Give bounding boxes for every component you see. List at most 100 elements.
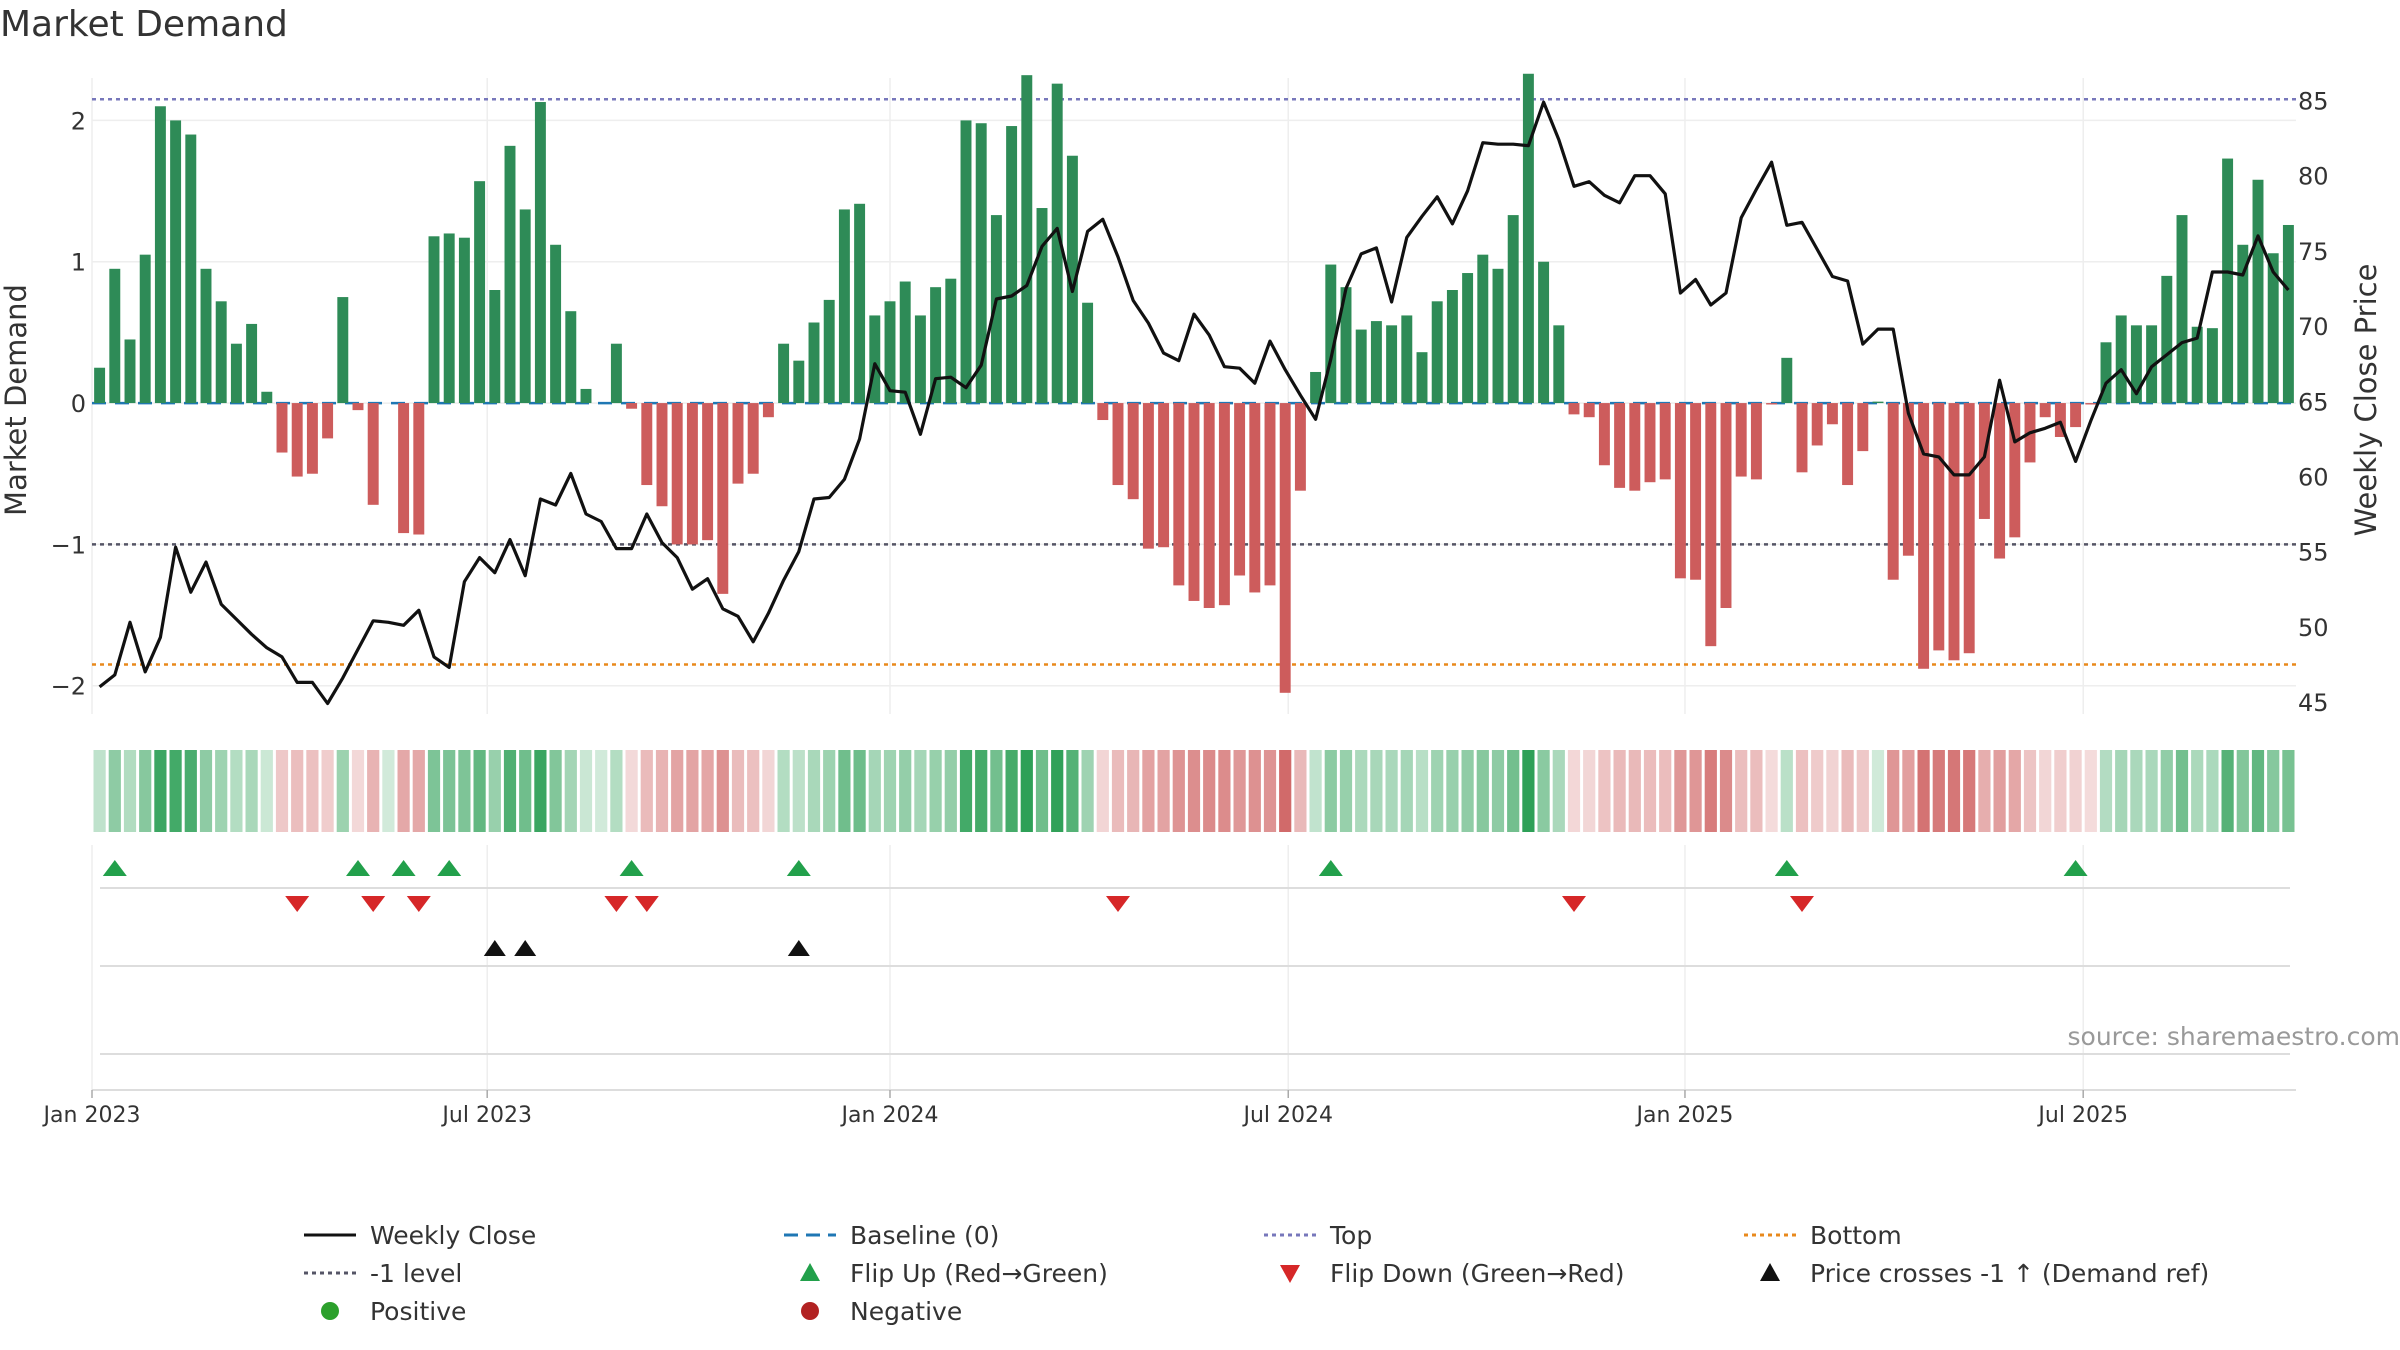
circle-icon xyxy=(801,1302,819,1320)
demand-bar xyxy=(2282,224,2294,404)
dotted-line-swatch-icon xyxy=(1264,1233,1316,1237)
heat-cell xyxy=(336,750,349,832)
circle-icon xyxy=(321,1302,339,1320)
demand-bar xyxy=(899,281,911,404)
demand-bar xyxy=(1446,290,1458,404)
demand-bar xyxy=(1826,403,1838,425)
demand-bar xyxy=(2206,328,2218,404)
chart-title: Market Demand xyxy=(0,4,288,45)
demand-bar xyxy=(1492,268,1504,404)
heat-cell xyxy=(2069,750,2082,832)
heat-cell xyxy=(1613,750,1626,832)
y-tick-right: 65 xyxy=(2298,388,2329,416)
triangle-up-icon xyxy=(1760,1263,1780,1281)
legend-minus1: -1 level xyxy=(300,1254,462,1292)
demand-bar xyxy=(1294,403,1306,491)
demand-bar xyxy=(884,301,896,404)
flip-up-marker xyxy=(1774,860,1799,876)
legend-negative: Negative xyxy=(780,1292,962,1330)
heat-cell xyxy=(2099,750,2113,832)
demand-bar xyxy=(686,403,698,545)
heat-cell xyxy=(2175,750,2189,832)
demand-bar xyxy=(1933,403,1945,651)
demand-bar xyxy=(732,403,744,484)
heat-cell xyxy=(807,750,821,832)
heat-cell xyxy=(169,750,182,832)
x-tick-label: Jan 2023 xyxy=(42,1103,141,1128)
demand-bar xyxy=(2085,403,2097,405)
demand-bar xyxy=(1112,403,1124,486)
demand-bar xyxy=(1766,403,1778,405)
demand-bar xyxy=(534,102,546,404)
heat-cell xyxy=(291,750,304,832)
y-tick-right: 85 xyxy=(2298,88,2329,116)
heat-cell xyxy=(503,750,517,832)
heat-cell xyxy=(1051,750,1064,832)
demand-bar xyxy=(671,403,683,545)
demand-bar xyxy=(1158,403,1170,548)
demand-bar xyxy=(291,403,303,477)
heat-cell xyxy=(2115,750,2128,832)
demand-bar xyxy=(1705,403,1717,647)
demand-bar xyxy=(1249,403,1261,593)
demand-bar xyxy=(1994,403,2006,559)
demand-bar xyxy=(1629,403,1641,491)
heat-cell xyxy=(1339,750,1353,832)
heat-cell xyxy=(443,750,456,832)
demand-bar xyxy=(1538,261,1550,404)
triangle-down-icon xyxy=(1280,1265,1300,1283)
demand-bar xyxy=(1188,403,1200,601)
heat-cell xyxy=(2084,750,2097,832)
demand-bar xyxy=(1066,155,1078,404)
demand-bar xyxy=(1553,325,1565,404)
heat-cell xyxy=(108,750,121,832)
heat-cell xyxy=(230,750,243,832)
demand-bar xyxy=(1811,403,1823,446)
heat-cell xyxy=(184,750,197,832)
legend-label: Weekly Close xyxy=(370,1220,537,1250)
heat-cell xyxy=(1871,750,1885,832)
heat-cell xyxy=(838,750,851,832)
legend-flip-down: Flip Down (Green→Red) xyxy=(1260,1254,1625,1292)
heat-cell xyxy=(1491,750,1505,832)
demand-bar xyxy=(2161,275,2173,404)
heat-cell xyxy=(975,750,988,832)
demand-bar xyxy=(109,268,121,404)
heat-cell xyxy=(1689,750,1702,832)
flip-down-marker xyxy=(1790,896,1814,912)
demand-bar xyxy=(215,301,227,404)
legend-label: Flip Up (Red→Green) xyxy=(850,1258,1108,1288)
legend-flip-up: Flip Up (Red→Green) xyxy=(780,1254,1108,1292)
demand-bar xyxy=(1978,403,1990,519)
legend-top: Top xyxy=(1260,1216,1372,1254)
heat-cell xyxy=(1324,750,1337,832)
demand-bar xyxy=(914,315,926,404)
demand-bar xyxy=(2222,158,2234,404)
heat-cell xyxy=(914,750,927,832)
heat-cell xyxy=(382,750,395,832)
heat-cell xyxy=(1370,750,1383,832)
heat-cell xyxy=(899,750,912,832)
demand-bar xyxy=(1720,403,1732,608)
price-cross-marker xyxy=(483,940,506,956)
flip-markers-strip xyxy=(100,860,2290,912)
demand-bar xyxy=(1735,403,1747,477)
demand-bar xyxy=(1507,215,1519,404)
flip-up-marker xyxy=(346,860,370,876)
demand-bar xyxy=(306,403,318,474)
demand-bar xyxy=(1355,329,1367,404)
demand-bar xyxy=(489,290,501,404)
heat-cell xyxy=(1507,750,1520,832)
demand-bar xyxy=(1781,357,1793,404)
demand-bar xyxy=(717,403,729,594)
demand-bar xyxy=(838,209,850,404)
heat-cell xyxy=(458,750,471,832)
heat-cell xyxy=(1674,750,1687,832)
heat-cell xyxy=(321,750,334,832)
heat-cell xyxy=(747,750,760,832)
heat-cell xyxy=(2206,750,2219,832)
demand-bar xyxy=(610,343,622,404)
heat-cell xyxy=(1263,750,1277,832)
heat-cell xyxy=(154,750,167,832)
legend-positive: Positive xyxy=(300,1292,466,1330)
